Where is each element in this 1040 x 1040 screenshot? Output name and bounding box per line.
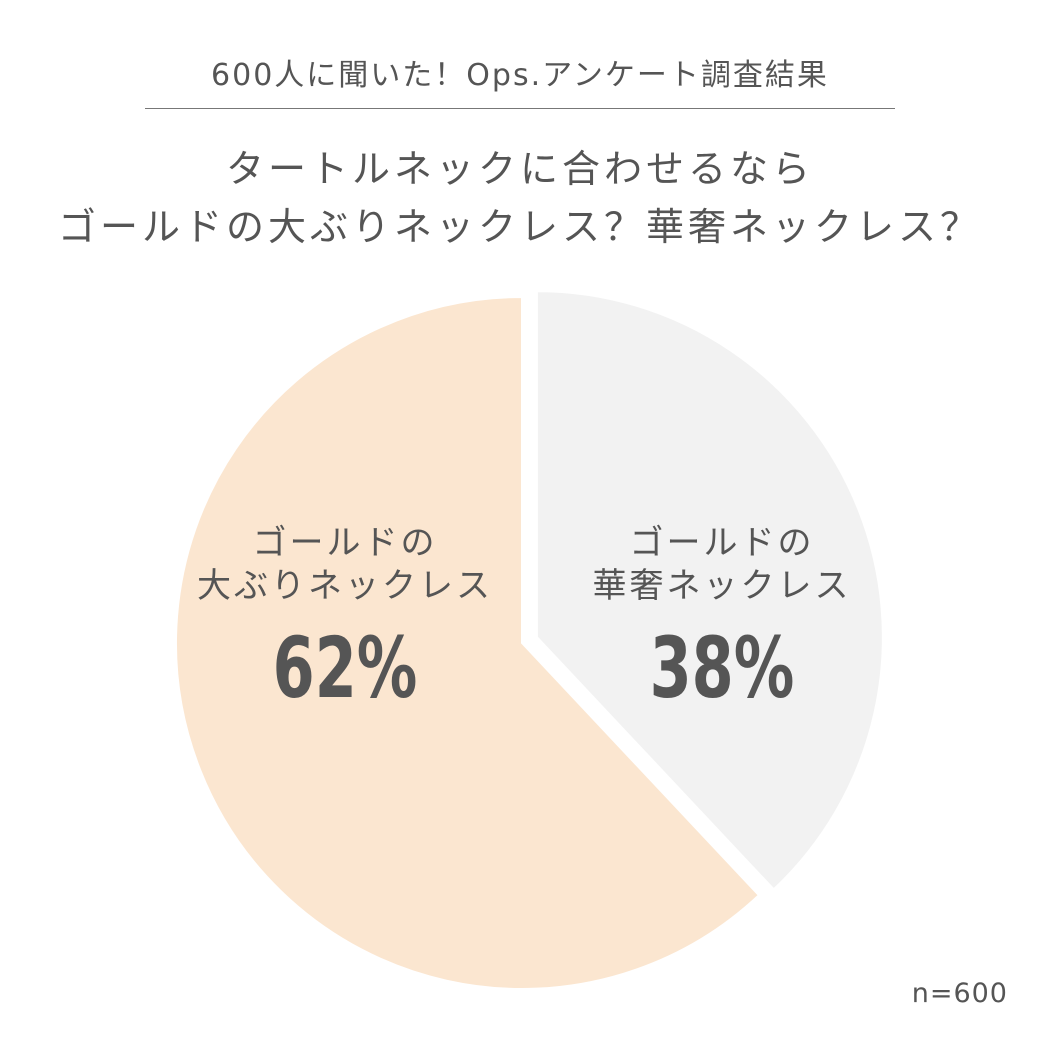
pie-slice	[535, 290, 884, 891]
question-line-2: ゴールドの大ぶりネックレス？華奢ネックレス？	[57, 205, 982, 249]
slice-category-label: ゴールドの	[630, 523, 815, 563]
slice-category-label: ゴールドの	[253, 523, 438, 563]
survey-question: タートルネックに合わせるなら ゴールドの大ぶりネックレス？華奢ネックレス？	[0, 140, 1040, 256]
survey-header: 600人に聞いた！Ops.アンケート調査結果	[211, 58, 829, 93]
slice-value-label: 62%	[273, 620, 418, 718]
header-divider	[145, 108, 895, 109]
sample-size-label: n=600	[911, 978, 1008, 1009]
slice-value-label: 38%	[650, 620, 795, 718]
pie-slice	[175, 295, 761, 990]
question-line-1: タートルネックに合わせるなら	[225, 147, 814, 191]
slice-label-group: ゴールドの大ぶりネックレス 62%	[197, 523, 493, 718]
slice-category-label: 華奢ネックレス	[593, 566, 852, 606]
slice-category-label: 大ぶりネックレス	[197, 566, 493, 606]
